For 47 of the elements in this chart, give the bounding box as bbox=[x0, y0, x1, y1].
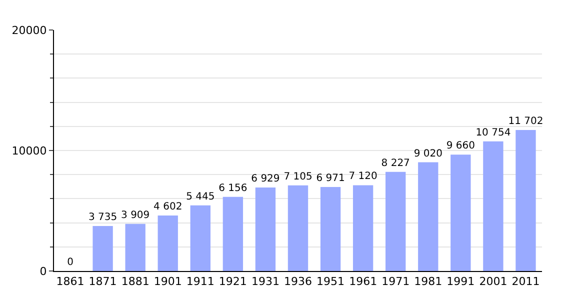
data-label: 0 bbox=[67, 257, 74, 268]
bar bbox=[320, 187, 341, 271]
data-label: 6 929 bbox=[251, 174, 280, 185]
data-label: 11 702 bbox=[508, 116, 544, 127]
x-tick-label: 2001 bbox=[479, 275, 508, 288]
bar bbox=[450, 154, 471, 271]
x-tick-label: 1951 bbox=[316, 275, 345, 288]
x-tick-label: 2011 bbox=[512, 275, 540, 288]
data-label: 6 971 bbox=[316, 173, 345, 184]
data-label: 5 445 bbox=[186, 191, 215, 202]
data-label: 3 735 bbox=[88, 212, 118, 223]
data-label: 8 227 bbox=[381, 158, 410, 169]
x-tick-label: 1901 bbox=[154, 275, 182, 288]
x-tick-label: 1911 bbox=[186, 275, 214, 288]
bar bbox=[516, 130, 536, 271]
bar bbox=[255, 188, 276, 271]
x-tick-label: 1936 bbox=[284, 275, 312, 288]
data-label: 7 105 bbox=[284, 171, 312, 182]
bar bbox=[386, 172, 406, 271]
x-tick-label: 1961 bbox=[349, 275, 378, 288]
data-label: 7 120 bbox=[348, 171, 378, 182]
x-tick-label: 1991 bbox=[446, 275, 475, 288]
x-tick-label: 1971 bbox=[382, 275, 410, 288]
y-tick-label: 0 bbox=[40, 264, 47, 278]
data-label: 4 602 bbox=[154, 202, 182, 213]
bar bbox=[222, 196, 244, 271]
data-label: 6 156 bbox=[218, 182, 248, 194]
data-label: 3 909 bbox=[121, 210, 150, 221]
data-label: 9 020 bbox=[414, 148, 442, 160]
data-label: 10 754 bbox=[476, 127, 511, 138]
data-label: 9 660 bbox=[446, 140, 475, 152]
x-tick-label: 1881 bbox=[121, 275, 150, 288]
x-tick-label: 1921 bbox=[218, 275, 247, 288]
bar bbox=[125, 224, 146, 271]
y-tick-label: 10000 bbox=[12, 144, 47, 158]
bar bbox=[288, 185, 308, 271]
y-tick-label: 20000 bbox=[12, 24, 47, 37]
x-tick-label: 1981 bbox=[414, 275, 442, 288]
x-tick-label: 1871 bbox=[88, 275, 117, 288]
bar bbox=[190, 205, 210, 271]
bar bbox=[158, 216, 178, 271]
bar bbox=[92, 226, 113, 271]
bar bbox=[352, 185, 374, 271]
bar bbox=[418, 162, 438, 271]
x-tick-label: 1861 bbox=[56, 275, 84, 288]
bar bbox=[483, 141, 504, 271]
x-tick-label: 1931 bbox=[251, 275, 280, 288]
